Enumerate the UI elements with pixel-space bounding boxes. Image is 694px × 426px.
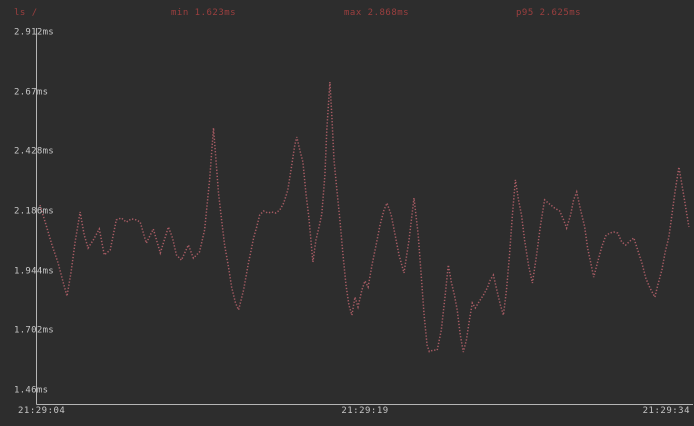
command-label: ls / xyxy=(14,8,38,18)
y-tick-label: 2.912ms xyxy=(14,27,55,38)
y-tick-label: 2.428ms xyxy=(14,146,55,157)
p95-latency-stat: p95 2.625ms xyxy=(516,8,582,18)
x-tick-label: 21:29:34 xyxy=(642,406,690,416)
y-tick-label: 1.944ms xyxy=(14,266,55,277)
min-latency-stat: min 1.623ms xyxy=(171,8,237,18)
y-tick-label: 2.67ms xyxy=(14,87,49,98)
x-tick-label: 21:29:04 xyxy=(18,406,66,416)
y-tick-label: 1.702ms xyxy=(14,325,55,336)
y-tick-label: 2.186ms xyxy=(14,206,55,217)
y-tick-label: 1.46ms xyxy=(14,385,49,396)
latency-series-line xyxy=(39,82,690,353)
x-tick-label: 21:29:19 xyxy=(341,406,389,416)
max-latency-stat: max 2.868ms xyxy=(344,8,410,18)
